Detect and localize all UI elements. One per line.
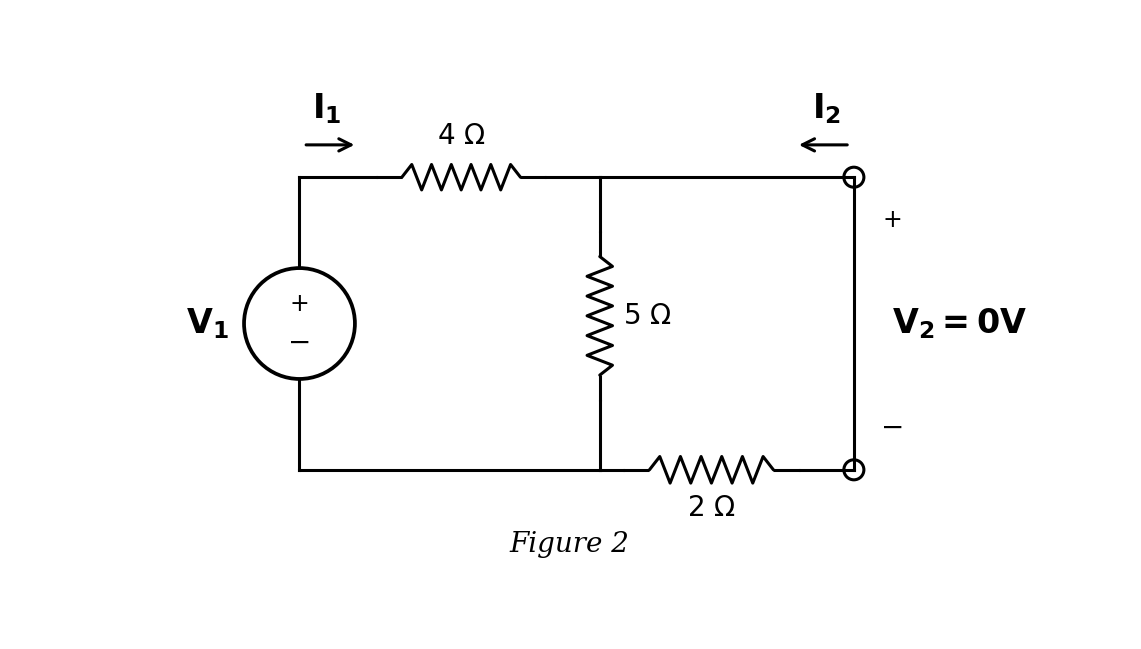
Text: $\mathbf{V_2}$$\mathbf{ = 0V}$: $\mathbf{V_2}$$\mathbf{ = 0V}$ [892,306,1028,341]
Text: $\mathbf{I_2}$: $\mathbf{I_2}$ [812,91,841,126]
Text: 5 $\Omega$: 5 $\Omega$ [623,302,672,330]
Text: 4 $\Omega$: 4 $\Omega$ [437,122,485,151]
Text: $\mathbf{I_1}$: $\mathbf{I_1}$ [311,91,341,126]
Text: +: + [290,292,309,316]
Text: $\mathbf{V_1}$: $\mathbf{V_1}$ [186,306,228,341]
Text: +: + [882,208,903,232]
Text: −: − [881,413,904,441]
Text: 2 $\Omega$: 2 $\Omega$ [687,495,736,522]
Text: Figure 2: Figure 2 [509,532,629,558]
Text: −: − [288,329,311,357]
